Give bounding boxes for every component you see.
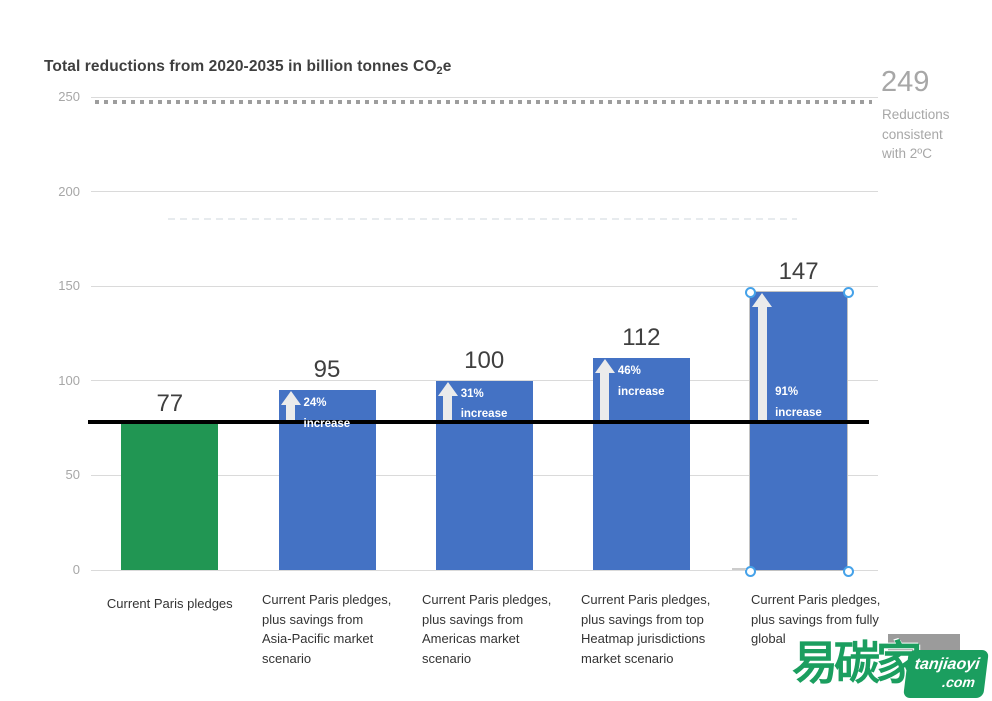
increase-arrow-5 [751,292,773,420]
increase-arrow-4 [594,359,616,420]
arrow-shaft [443,393,453,420]
category-label-line: plus savings from fully [751,611,879,627]
category-label-line: global [751,631,786,646]
bar-1[interactable] [121,424,219,570]
increase-arrow-2 [280,391,302,420]
increase-label-4: 46% increase [618,361,665,402]
y-axis-tick-50: 50 [65,467,80,483]
reference-line-caption: Reductions consistent with 2ºC [882,105,992,164]
y-axis-tick-0: 0 [72,562,80,577]
watermark-badge-tld: .com [941,674,976,690]
chart-title-suffix: e [442,58,452,75]
category-label-1: Current Paris pledges [90,594,250,614]
arrow-shaft [286,403,295,420]
watermark-cjk-text: 易碳家 [792,637,922,689]
increase-label-line: 24% [303,397,327,410]
category-label-line: Current Paris pledges, [751,592,881,607]
reference-caption-line: Reductions [882,107,950,122]
watermark-gray-block [888,634,960,651]
arrow-head [594,359,615,374]
increase-label-line: increase [775,406,822,419]
category-label-line: scenario [262,650,312,666]
category-label-line: plus savings from [422,611,524,627]
selection-dash [732,568,747,570]
bar-value-label-2: 95 [313,356,341,384]
selection-handle-2[interactable] [745,565,757,577]
category-label-line: Asia-Pacific market [262,631,374,646]
increase-label-line: 46% [617,365,641,378]
category-label-4: Current Paris pledges, plus savings from … [581,590,753,668]
increase-label-line: increase [617,385,665,398]
gridline-150 [91,285,878,287]
reference-caption-line: with 2ºC [882,146,932,161]
y-axis-tick-100: 100 [58,372,80,388]
bar-value-label-4: 112 [622,324,661,352]
gridline-0 [91,569,878,571]
selection-handle-1[interactable] [843,286,855,298]
gridline-250 [91,96,878,98]
bar-value-label-3: 100 [464,346,505,374]
arrow-head [437,381,458,396]
selection-handle-3[interactable] [843,565,855,577]
watermark-badge: tanjiaoyi .com [903,650,989,698]
bar-value-label-5: 147 [778,257,819,285]
increase-label-line: 91% [775,386,799,398]
increase-label-line: increase [303,417,351,430]
tanjiaoyi-watermark-logo: 易碳家 tanjiaoyi .com [792,634,992,701]
y-axis-tick-150: 150 [58,278,80,294]
category-label-line: plus savings from top [581,611,704,627]
category-label-line: Heatmap jurisdictions [581,631,706,646]
category-label-line: plus savings from [262,611,364,627]
reference-line-value: 249 [881,66,930,98]
arrow-shaft [600,371,610,420]
category-label-line: Americas market [422,631,520,646]
baseline-77-line [88,420,869,424]
category-label-line: Current Paris pledges, [262,592,392,607]
increase-label-2: 24% increase [304,393,351,434]
category-label-line: Current Paris pledges [106,596,233,611]
category-label-line: market scenario [581,650,674,666]
chart-title: Total reductions from 2020-2035 in billi… [44,58,451,77]
category-label-3: Current Paris pledges, plus savings from A… [422,590,594,668]
increase-label-5: 91% increase [775,382,822,423]
y-axis-tick-250: 250 [58,89,80,104]
chart-title-text: Total reductions from 2020-2035 in billi… [44,58,437,75]
arrow-shaft [757,304,767,420]
category-label-line: Current Paris pledges, [581,592,711,607]
watermark-badge-domain: tanjiaoyi [913,656,981,673]
selection-handle-0[interactable] [745,286,757,298]
arrow-head [280,391,301,406]
y-axis-tick-200: 200 [58,183,80,199]
category-label-line: Current Paris pledges, [422,592,552,607]
chart-title-subscript: 2 [436,65,443,77]
gridline-200 [91,191,878,193]
arrow-head [752,292,773,307]
increase-label-line: 31% [460,387,484,400]
increase-label-line: increase [460,408,508,421]
bar-value-label-1: 77 [156,390,184,418]
increase-arrow-3 [437,381,459,420]
category-label-5: Current Paris pledges, plus savings from … [751,590,923,649]
category-label-2: Current Paris pledges, plus savings from A… [262,590,434,668]
faint-dashed-gridline [168,218,797,220]
reference-dotted-line [95,100,872,104]
category-label-line: scenario [422,650,472,666]
reference-caption-line: consistent [882,126,943,142]
increase-label-3: 31% increase [461,384,508,425]
